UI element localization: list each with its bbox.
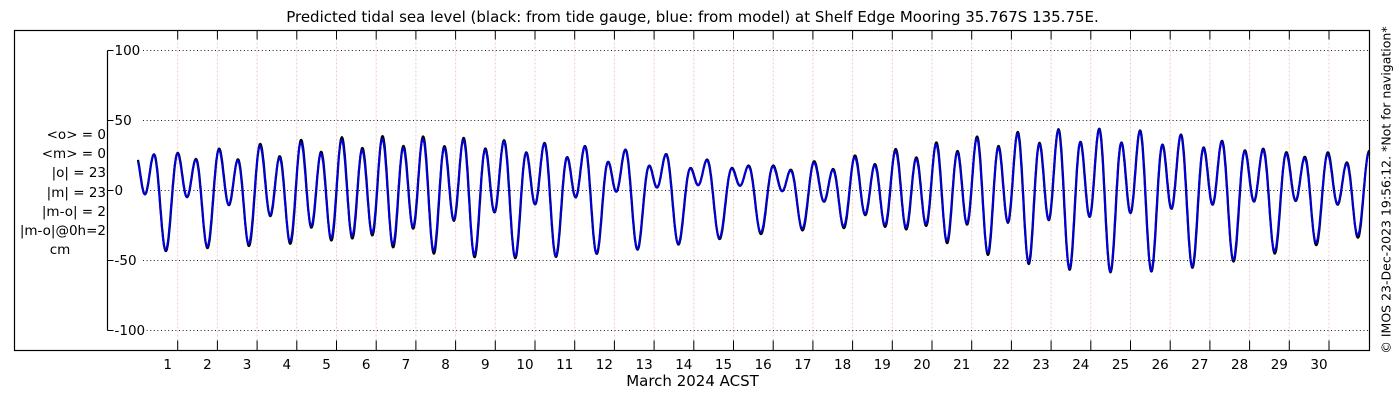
x-tick-label-day-1: 1 (163, 357, 172, 373)
stats-block: <o> = 0 <m> = 0 |o| = 23 |m| = 23 |m-o| … (14, 126, 106, 260)
stat-mean-obs: <o> = 0 (46, 127, 106, 143)
x-tick-label-day-4: 4 (282, 357, 292, 373)
stat-abs-model: |m| = 23 (46, 184, 106, 201)
x-tick-label-day-20: 20 (913, 357, 931, 373)
x-tick-label-day-27: 27 (1191, 357, 1209, 373)
x-tick-label-day-13: 13 (635, 357, 653, 373)
x-axis-label: March 2024 ACST (626, 372, 759, 390)
y-tick-label-100: 100 (114, 42, 141, 59)
x-tick-label-day-17: 17 (794, 357, 812, 373)
x-tick-label-day-19: 19 (873, 357, 891, 373)
y-tick-label--100: -100 (114, 322, 146, 339)
x-tick-label-day-29: 29 (1270, 357, 1288, 373)
x-tick-label-day-14: 14 (675, 357, 693, 373)
x-tick-label-day-25: 25 (1111, 357, 1130, 373)
stat-abs-diff: |m-o| = 2 (41, 203, 106, 220)
stat-abs-obs: |o| = 23 (51, 165, 106, 182)
tide-gauge-curve (136, 127, 1371, 274)
y-tick-label--50: -50 (114, 252, 137, 269)
x-tick-label-day-12: 12 (595, 357, 613, 373)
x-tick-label-day-24: 24 (1072, 357, 1090, 373)
x-tick-label-day-30: 30 (1310, 357, 1328, 373)
x-tick-label-day-23: 23 (1032, 357, 1050, 373)
x-tick-label-day-2: 2 (203, 357, 212, 373)
stats-unit-label: cm (49, 242, 71, 259)
x-tick-label-day-5: 5 (322, 357, 331, 373)
model-curve (137, 128, 1371, 273)
x-tick-label-day-18: 18 (834, 357, 852, 373)
x-tick-label-day-3: 3 (242, 357, 252, 373)
x-tick-label-day-15: 15 (714, 357, 733, 373)
x-tick-label-day-26: 26 (1151, 357, 1169, 373)
x-tick-label-day-21: 21 (953, 357, 971, 373)
plot-frame (13, 29, 1371, 352)
y-tick-label-0: 0 (114, 182, 124, 199)
copyright-watermark: © IMOS 23-Dec-2023 19:56:12. *Not for na… (1378, 26, 1394, 354)
x-tick-label-day-16: 16 (754, 357, 772, 373)
plot-title: Predicted tidal sea level (black: from t… (286, 8, 1099, 26)
stat-abs-diff-0h: |m-o|@0h=2 (19, 223, 106, 240)
x-tick-label-day-9: 9 (481, 357, 490, 373)
x-tick-label-day-6: 6 (361, 357, 371, 373)
x-tick-label-day-10: 10 (516, 357, 534, 373)
x-tick-label-day-8: 8 (441, 357, 450, 373)
x-tick-label-day-7: 7 (401, 357, 411, 373)
x-tick-label-day-11: 11 (556, 357, 574, 373)
y-tick-label-50: 50 (114, 112, 132, 129)
stat-mean-model: <m> = 0 (41, 146, 106, 163)
x-tick-label-day-22: 22 (992, 357, 1010, 373)
x-tick-label-day-28: 28 (1231, 357, 1249, 373)
